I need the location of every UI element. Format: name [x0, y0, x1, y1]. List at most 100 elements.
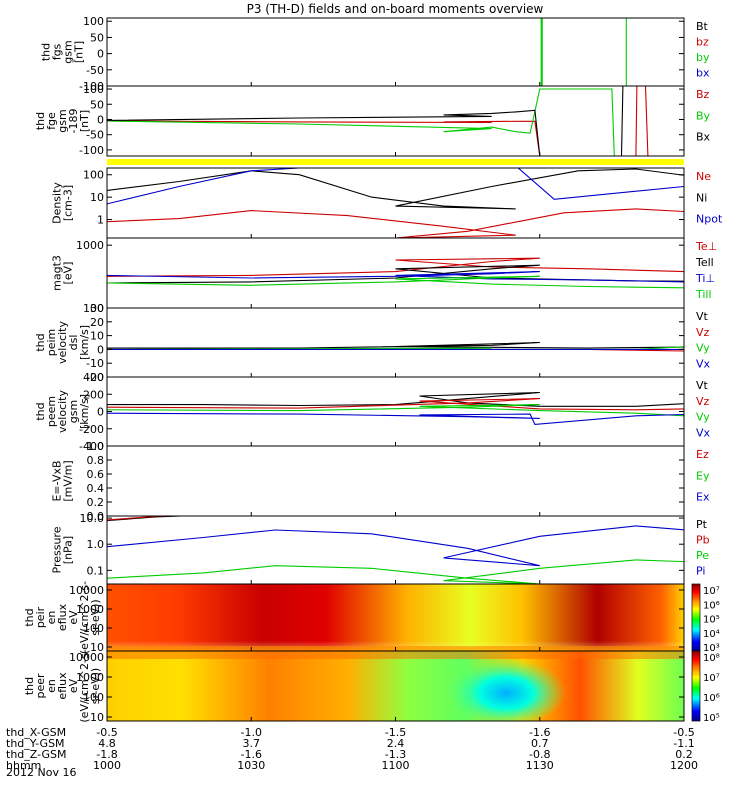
- series-line-Till: [107, 276, 750, 297]
- y-axis-label: magt3[eV]: [51, 255, 75, 291]
- legend-entry: Ey: [696, 469, 710, 482]
- y-tick-label: 50: [90, 31, 104, 44]
- colorbar-tick-label: 10⁶: [703, 600, 720, 611]
- legend-entry: Vz: [696, 326, 710, 339]
- x-row-value: 1100: [382, 759, 410, 772]
- legend-entry: bx: [696, 67, 710, 80]
- series-group: [107, 86, 750, 156]
- y-tick-label: 0: [97, 113, 104, 126]
- series-line-Vz: [107, 349, 750, 360]
- legend-entry: Ne: [696, 170, 711, 183]
- series-line-Vt: [107, 315, 750, 348]
- legend-entry: Bz: [696, 88, 710, 101]
- y-tick-label: -100: [79, 144, 104, 157]
- y-tick-label: 100: [83, 83, 104, 96]
- legend-entry: Pe: [696, 549, 709, 562]
- y-tick-label: 10.0: [80, 512, 105, 525]
- legend-entry: Vt: [696, 379, 709, 392]
- legend-entry: Pi: [696, 565, 705, 578]
- legend-entry: bz: [696, 36, 709, 49]
- y-tick-label: 100: [83, 169, 104, 182]
- panel-frame: [107, 446, 684, 516]
- legend-entry: Ni: [696, 191, 707, 204]
- panel-frame: [107, 168, 684, 238]
- series-line-Te⊥: [107, 258, 750, 283]
- y-label-line: [nPa]: [62, 536, 75, 564]
- y-axis-label: E=-VxB[mV/m]: [51, 460, 75, 501]
- colorbar-tick-label: 10⁶: [703, 693, 720, 704]
- y-label-line: [nT]: [73, 41, 86, 63]
- y-axis-label: Pressure[nPa]: [51, 526, 75, 573]
- series-group: [107, 258, 750, 297]
- y-tick-label: 0.2: [87, 496, 105, 509]
- figure-title: P3 (TH-D) fields and on-board moments ov…: [247, 2, 544, 16]
- colorbar-tick-label: 10⁵: [703, 713, 720, 724]
- y-label-line: [mV/m]: [62, 460, 75, 501]
- y-tick-label: 0.6: [87, 468, 105, 481]
- legend-entry: Vx: [696, 426, 711, 439]
- y-label-line: [eV]: [62, 262, 75, 285]
- panel-frame: [107, 18, 684, 86]
- x-row-value: 1000: [93, 759, 121, 772]
- legend-entry: Tell: [695, 256, 714, 269]
- y-tick-label: 100: [83, 15, 104, 28]
- series-line-by: [541, 18, 626, 86]
- y-tick-label: 1.0: [87, 440, 105, 453]
- series-line-Vx: [107, 349, 750, 370]
- y-tick-label: 400: [83, 371, 104, 384]
- legend-entry: by: [696, 51, 710, 64]
- electron-flux-field: [107, 651, 684, 721]
- series-group: [107, 18, 684, 118]
- electron-low-flux-region: [446, 655, 566, 725]
- series-group: [107, 515, 750, 584]
- legend-entry: Ti⊥: [695, 272, 715, 285]
- y-label-line: [km/s]: [78, 394, 91, 429]
- colorbar: [692, 584, 700, 651]
- y-label-line: sr-eV)): [89, 599, 102, 635]
- y-tick-label: 1.0: [87, 538, 105, 551]
- legend-entry: Pt: [696, 518, 708, 531]
- y-tick-label: 0: [97, 406, 104, 419]
- y-tick-label: 20: [90, 316, 104, 329]
- panel-frame: [107, 308, 684, 377]
- series-line-Pe: [107, 560, 750, 584]
- y-label-line: sr-eV)): [89, 668, 102, 704]
- spectrogram-ion_spectrogram: [107, 584, 684, 651]
- y-tick-label: 10: [90, 711, 104, 724]
- y-tick-label: 0: [97, 48, 104, 61]
- y-tick-label: 0.4: [87, 482, 105, 495]
- x-row-value: 1130: [526, 759, 554, 772]
- series-line-Npot: [107, 166, 323, 204]
- y-tick-label: -50: [86, 64, 104, 77]
- x-row-value: 1030: [237, 759, 265, 772]
- electron-top-band: [107, 651, 684, 659]
- series-line-Npot: [516, 166, 750, 200]
- legend-entry: Ez: [696, 448, 709, 461]
- panel-peem_velocity: VtVzVyVx4002000-200-400thdpeemvelocitygs…: [34, 371, 750, 453]
- separator-bar: [107, 159, 684, 165]
- y-tick-label: 30: [90, 302, 104, 315]
- y-label-line: [nT]: [78, 110, 91, 132]
- y-label-line: [km/s]: [78, 325, 91, 360]
- legend-entry: Till: [695, 288, 712, 301]
- legend-entry: Vz: [696, 395, 710, 408]
- legend-entry: By: [696, 109, 711, 122]
- colorbar: [692, 651, 700, 721]
- series-line-Ni: [107, 169, 750, 209]
- y-tick-label: 0.1: [87, 564, 105, 577]
- panel-electron_spectrogram: 10⁸10⁷10⁶10⁵10000100010010thdpeereneflux…: [23, 649, 720, 724]
- series-line-Vx: [107, 412, 750, 425]
- series-group: [107, 315, 750, 370]
